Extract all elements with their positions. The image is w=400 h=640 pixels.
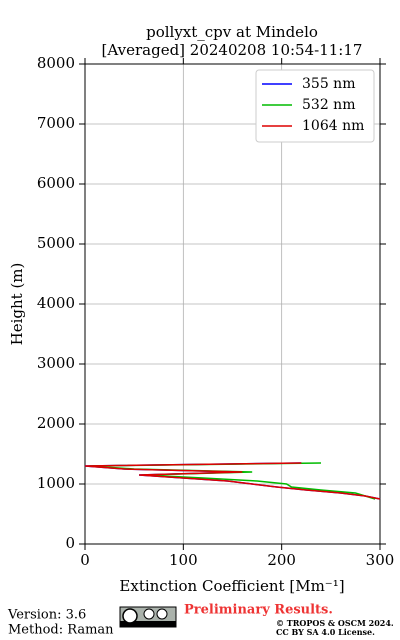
- plot-frame: [84, 63, 381, 545]
- y-tick-label: 5000: [37, 234, 75, 252]
- legend-box: [255, 69, 375, 143]
- x-tick-label: 100: [169, 551, 198, 569]
- method: Method: Raman: [8, 623, 114, 638]
- chart-title: pollyxt_cpv at Mindelo: [146, 23, 318, 41]
- profile-line: [84, 462, 381, 500]
- legend-label: 355 nm: [302, 76, 355, 92]
- notice: Preliminary Results.: [184, 603, 333, 618]
- license: CC BY SA 4.0 License.: [276, 627, 375, 637]
- y-axis-label: Height (m): [8, 263, 26, 346]
- version: Version: 3.6: [7, 608, 86, 623]
- y-tick-label: 1000: [37, 474, 75, 492]
- y-tick-label: 8000: [37, 54, 75, 72]
- x-tick-label: 0: [80, 551, 90, 569]
- legend-label: 1064 nm: [302, 118, 364, 134]
- x-tick-label: 200: [267, 551, 296, 569]
- y-tick-label: 7000: [37, 114, 75, 132]
- chart-subtitle: [Averaged] 20240208 10:54-11:17: [102, 41, 363, 59]
- cc-logo: [119, 606, 177, 628]
- copyright: © TROPOS & OSCM 2024.: [276, 618, 394, 628]
- y-tick-label: 4000: [37, 294, 75, 312]
- x-axis-label: Extinction Coefficient [Mm⁻¹]: [119, 577, 344, 595]
- legend-label: 532 nm: [302, 97, 355, 113]
- y-tick-label: 0: [65, 534, 75, 552]
- y-tick-label: 6000: [37, 174, 75, 192]
- y-tick-label: 2000: [37, 414, 75, 432]
- x-tick-label: 300: [366, 551, 395, 569]
- y-tick-label: 3000: [37, 354, 75, 372]
